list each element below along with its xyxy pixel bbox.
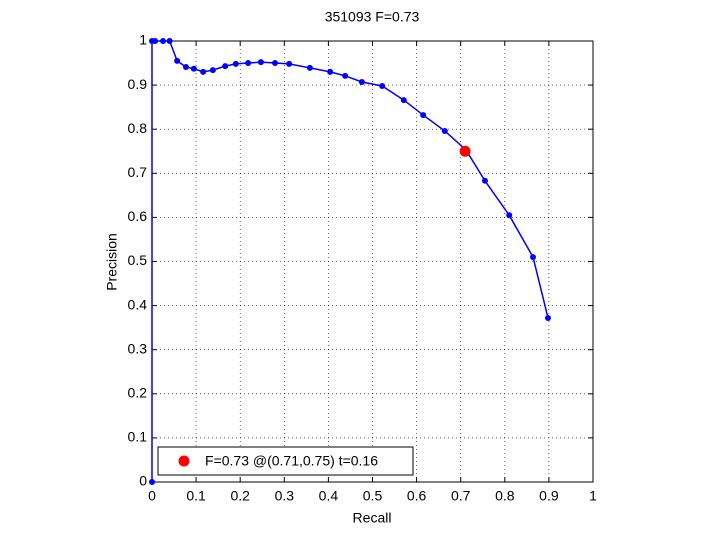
data-point — [160, 38, 167, 44]
y-tick-label: 0 — [139, 473, 147, 489]
y-tick-label: 0.3 — [128, 340, 148, 356]
y-tick-label: 0.5 — [128, 252, 148, 268]
x-tick-label: 0.6 — [407, 488, 427, 504]
legend-label: F=0.73 @(0.71,0.75) t=0.16 — [205, 453, 378, 469]
data-point — [182, 64, 189, 71]
data-point — [200, 68, 207, 75]
data-point — [149, 479, 155, 485]
data-point — [545, 314, 552, 321]
x-tick-label: 0.8 — [495, 488, 515, 504]
x-tick-label: 0.7 — [451, 488, 471, 504]
x-tick-label: 0.9 — [539, 488, 559, 504]
data-point — [506, 212, 513, 219]
data-point — [286, 60, 293, 67]
best-point — [459, 145, 471, 157]
x-axis-label: Recall — [353, 510, 392, 526]
data-point — [222, 63, 229, 70]
data-point — [342, 72, 349, 79]
y-axis-label: Precision — [104, 233, 120, 291]
data-point — [272, 60, 279, 67]
x-tick-label: 0.3 — [275, 488, 295, 504]
data-point — [257, 59, 264, 66]
x-tick-label: 0.1 — [186, 488, 206, 504]
data-point — [530, 254, 537, 261]
y-tick-label: 0.6 — [128, 208, 148, 224]
data-point — [174, 57, 181, 64]
x-tick-label: 0 — [148, 488, 156, 504]
data-point — [166, 38, 173, 44]
y-tick-label: 0.7 — [128, 164, 148, 180]
y-tick-label: 0.9 — [128, 76, 148, 92]
x-tick-label: 0.4 — [319, 488, 339, 504]
data-point — [420, 112, 427, 119]
data-point — [209, 67, 216, 74]
y-tick-label: 0.1 — [128, 429, 148, 445]
data-point — [441, 127, 448, 134]
x-tick-label: 1 — [589, 488, 597, 504]
data-point — [232, 60, 239, 67]
data-point — [245, 60, 252, 67]
data-point — [327, 68, 334, 75]
y-tick-label: 0.4 — [128, 296, 148, 312]
x-tick-label: 0.5 — [363, 488, 383, 504]
legend-box — [157, 446, 414, 476]
legend-marker — [178, 455, 190, 467]
y-tick-label: 1 — [139, 32, 147, 48]
data-point — [358, 79, 365, 86]
data-point — [306, 64, 313, 71]
data-point — [152, 38, 159, 44]
data-point — [190, 65, 197, 72]
chart-title: 351093 F=0.73 — [325, 9, 420, 25]
data-point — [481, 177, 488, 184]
data-point — [379, 82, 386, 89]
y-tick-label: 0.8 — [128, 120, 148, 136]
y-tick-label: 0.2 — [128, 385, 148, 401]
x-tick-label: 0.2 — [230, 488, 250, 504]
data-point — [400, 97, 407, 104]
